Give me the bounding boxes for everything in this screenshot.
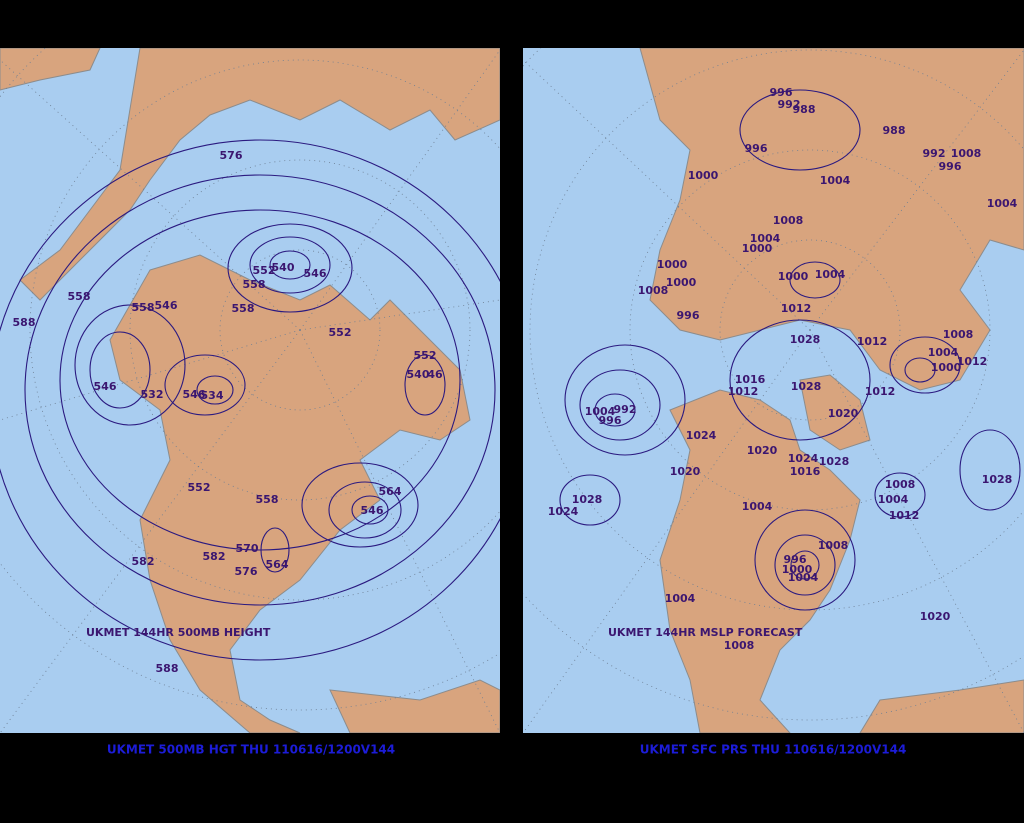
- contour-label: 558: [256, 493, 279, 506]
- contour-label: 1008: [638, 284, 669, 297]
- contour-label: 552: [329, 326, 352, 339]
- contour-label: 1000: [931, 361, 962, 374]
- contour-label: 1016: [735, 373, 766, 386]
- contour-label: 588: [156, 662, 179, 675]
- contour-label: 1000: [657, 258, 688, 271]
- contour-label: 546: [155, 299, 178, 312]
- contour-label: 1012: [865, 385, 896, 398]
- contour-label: 1020: [670, 465, 701, 478]
- contour-label: 1012: [728, 385, 759, 398]
- contour-label: 564: [379, 485, 402, 498]
- contour-label: 1004: [742, 500, 773, 513]
- contour-label: 996: [745, 142, 768, 155]
- contour-label: 532: [141, 388, 164, 401]
- contour-label: 576: [220, 149, 243, 162]
- contour-label: 988: [793, 103, 816, 116]
- contour-label: 558: [132, 301, 155, 314]
- caption: UKMET SFC PRS THU 110616/1200V144: [640, 743, 907, 757]
- contour-label: 1008: [724, 639, 755, 652]
- contour-label: 988: [883, 124, 906, 137]
- contour-label: 1020: [747, 444, 778, 457]
- contour-label: 996: [770, 86, 793, 99]
- contour-label: 546: [304, 267, 327, 280]
- contours: [0, 139, 500, 661]
- contour-label: 1016: [790, 465, 821, 478]
- contour-label: 1008: [773, 214, 804, 227]
- contour-label: 1024: [548, 505, 579, 518]
- contour-label: 992: [923, 147, 946, 160]
- contour-label: 1000: [778, 270, 809, 283]
- contour-label: 996: [939, 160, 962, 173]
- contour-label: 992: [614, 403, 637, 416]
- grid: [0, 48, 500, 733]
- contour-label: 588: [13, 316, 36, 329]
- contour-label: 564: [266, 558, 289, 571]
- right-map: UKMET 144HR MSLP FORECAST 99699298898899…: [523, 48, 1024, 733]
- contour-label: 1028: [791, 380, 822, 393]
- map-title: UKMET 144HR 500MB HEIGHT: [86, 626, 271, 639]
- contour-label: 1004: [987, 197, 1018, 210]
- contour-label: 1000: [782, 563, 813, 576]
- contour-label: 540: [407, 368, 430, 381]
- contour-label: 996: [784, 553, 807, 566]
- contour-label: 1000: [666, 276, 697, 289]
- contour-label: 552: [414, 349, 437, 362]
- contour-label: 1024: [686, 429, 717, 442]
- contour-label: 1012: [889, 509, 920, 522]
- contour-label: 1020: [920, 610, 951, 623]
- contour-label: 552: [188, 481, 211, 494]
- contour-label: 1004: [878, 493, 909, 506]
- contour-label: 540: [272, 261, 295, 274]
- contour-label: 1004: [815, 268, 846, 281]
- contour-label: 534: [201, 389, 224, 402]
- contour-label: 552: [253, 264, 276, 277]
- contour-label: 46: [427, 368, 443, 381]
- contour-label: 558: [232, 302, 255, 315]
- caption: UKMET 500MB HGT THU 110616/1200V144: [107, 743, 395, 757]
- contour-label: 1004: [585, 405, 616, 418]
- contour-label: 558: [243, 278, 266, 291]
- contour-label: 1004: [820, 174, 851, 187]
- contour-label: 1008: [818, 539, 849, 552]
- contour-label: 1012: [957, 355, 988, 368]
- contour-label: 546: [94, 380, 117, 393]
- contour-label: 1000: [688, 169, 719, 182]
- contour-label: 1024: [788, 452, 819, 465]
- contour-label: 992: [778, 98, 801, 111]
- contour-label: 1004: [788, 571, 819, 584]
- contour-label: 1004: [928, 346, 959, 359]
- map-title: UKMET 144HR MSLP FORECAST: [608, 626, 803, 639]
- contour-label: 1000: [742, 242, 773, 255]
- contour-label: 558: [68, 290, 91, 303]
- grid: [523, 48, 1024, 733]
- contour-label: 576: [235, 565, 258, 578]
- contour-label: 582: [203, 550, 226, 563]
- contour-label: 1012: [781, 302, 812, 315]
- contour-label: 1028: [790, 333, 821, 346]
- contour-label: 1008: [885, 478, 916, 491]
- contour-label: 546: [361, 504, 384, 517]
- contour-label: 1028: [819, 455, 850, 468]
- contour-label: 1028: [572, 493, 603, 506]
- contour-label: 996: [677, 309, 700, 322]
- contour-label: 1004: [665, 592, 696, 605]
- contour-label: 1004: [750, 232, 781, 245]
- contour-label: 1028: [982, 473, 1013, 486]
- contour-label: 582: [132, 555, 155, 568]
- contour-label: 996: [599, 414, 622, 427]
- contour-label: 1020: [828, 407, 859, 420]
- contour-label: 1008: [951, 147, 982, 160]
- contour-label: 546: [183, 388, 206, 401]
- contours: [559, 89, 1021, 611]
- contour-label: 1008: [943, 328, 974, 341]
- contour-label: 570: [236, 542, 259, 555]
- contour-label: 1012: [857, 335, 888, 348]
